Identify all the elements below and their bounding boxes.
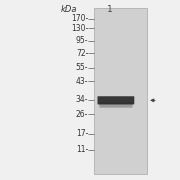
Bar xyxy=(94,8,147,174)
Text: 11-: 11- xyxy=(76,145,88,154)
FancyBboxPatch shape xyxy=(98,96,134,104)
Text: 26-: 26- xyxy=(76,110,88,119)
Text: 1: 1 xyxy=(107,5,112,14)
Text: kDa: kDa xyxy=(60,5,77,14)
Text: 130-: 130- xyxy=(71,24,88,33)
Text: 170-: 170- xyxy=(71,14,88,23)
Text: 17-: 17- xyxy=(76,129,88,138)
FancyBboxPatch shape xyxy=(99,103,132,108)
Text: 34-: 34- xyxy=(76,95,88,104)
Text: 95-: 95- xyxy=(76,36,88,45)
Text: 55-: 55- xyxy=(76,63,88,72)
Text: 43-: 43- xyxy=(76,76,88,86)
Text: 72-: 72- xyxy=(76,49,88,58)
